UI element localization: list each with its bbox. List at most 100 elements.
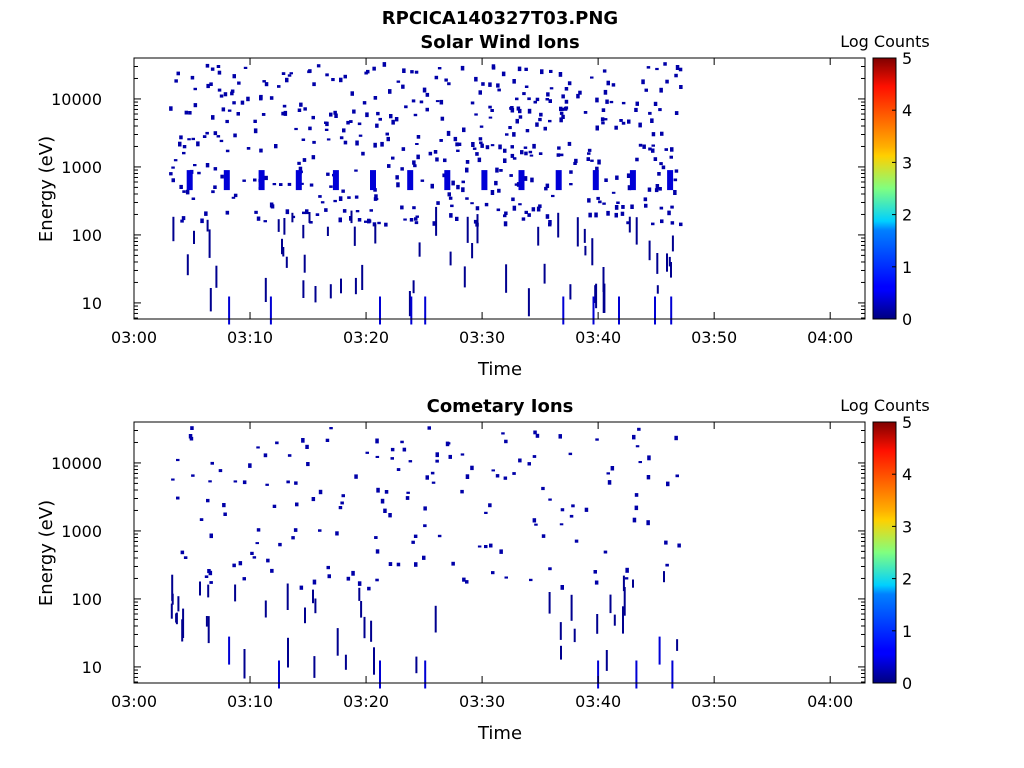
colorbar-tick-label: 4 bbox=[902, 101, 912, 120]
heatmap-cell bbox=[237, 81, 241, 85]
heatmap-cell bbox=[171, 166, 175, 169]
heatmap-cell bbox=[588, 212, 592, 218]
heatmap-cell bbox=[283, 110, 288, 116]
heatmap-cell bbox=[622, 575, 625, 592]
heatmap-cell bbox=[474, 76, 478, 82]
heatmap-cell bbox=[327, 574, 331, 579]
heatmap-cell bbox=[543, 126, 547, 131]
heatmap-cell bbox=[532, 455, 537, 458]
heatmap-cell bbox=[518, 108, 522, 114]
heatmap-cell bbox=[377, 221, 381, 225]
heatmap-cell bbox=[670, 147, 674, 152]
heatmap-cell bbox=[305, 209, 309, 215]
heatmap-cell bbox=[232, 101, 236, 105]
heatmap-cell bbox=[614, 212, 618, 218]
heatmap-cell bbox=[536, 206, 541, 212]
heatmap-cell bbox=[670, 262, 672, 278]
heatmap-cell bbox=[185, 189, 190, 195]
heatmap-cell bbox=[569, 183, 573, 186]
heatmap-cell bbox=[445, 441, 450, 447]
heatmap-cell bbox=[190, 426, 194, 430]
heatmap-cell bbox=[211, 190, 215, 194]
heatmap-cell bbox=[425, 107, 429, 112]
heatmap-cell bbox=[671, 660, 674, 689]
heatmap-cell bbox=[490, 109, 494, 112]
heatmap-cell bbox=[374, 194, 378, 198]
heatmap-cell bbox=[448, 196, 453, 200]
heatmap-cell bbox=[603, 89, 608, 95]
heatmap-cell bbox=[294, 481, 298, 485]
heatmap-cell bbox=[209, 82, 213, 86]
heatmap-cell bbox=[382, 62, 387, 67]
heatmap-cell bbox=[465, 580, 469, 584]
heatmap-cell bbox=[584, 507, 589, 512]
heatmap-cell bbox=[518, 115, 523, 119]
heatmap-cell bbox=[272, 504, 277, 508]
heatmap-cell bbox=[527, 97, 531, 101]
heatmap-cell bbox=[365, 451, 369, 454]
heatmap-cell bbox=[610, 466, 615, 471]
heatmap-cell bbox=[679, 222, 683, 227]
heatmap-cell bbox=[390, 447, 395, 452]
heatmap-cell bbox=[456, 149, 460, 152]
heatmap-cell bbox=[411, 99, 416, 103]
heatmap-cell bbox=[660, 131, 664, 136]
heatmap-cell bbox=[316, 64, 321, 68]
heatmap-cell bbox=[220, 174, 224, 179]
heatmap-cell bbox=[281, 111, 285, 116]
heatmap-cell bbox=[423, 506, 427, 511]
heatmap-cell bbox=[364, 220, 368, 223]
heatmap-cell bbox=[569, 170, 573, 174]
heatmap-cell bbox=[314, 286, 317, 303]
heatmap-cell bbox=[671, 235, 674, 252]
heatmap-cell bbox=[490, 190, 495, 195]
heatmap-cell bbox=[401, 84, 405, 89]
heatmap-cell bbox=[373, 96, 378, 100]
heatmap-cell bbox=[430, 183, 434, 189]
heatmap-cell bbox=[278, 660, 280, 689]
heatmap-cell bbox=[548, 99, 552, 103]
heatmap-cell bbox=[339, 77, 343, 83]
colorbar bbox=[872, 421, 897, 684]
heatmap-cell bbox=[263, 453, 268, 458]
solar-wind-panel: Solar Wind Ions Log Counts Time Energy (… bbox=[36, 32, 930, 380]
heatmap-cell bbox=[234, 584, 237, 602]
heatmap-cell bbox=[324, 208, 328, 212]
heatmap-cell bbox=[279, 183, 283, 186]
heatmap-cell bbox=[470, 465, 474, 471]
heatmap-cell bbox=[407, 170, 414, 191]
heatmap-cell bbox=[188, 111, 192, 115]
heatmap-cell bbox=[545, 183, 550, 188]
heatmap-cell bbox=[540, 69, 544, 75]
heatmap-cell bbox=[396, 80, 401, 83]
y-tick-label: 10 bbox=[82, 294, 102, 313]
heatmap-cell bbox=[561, 94, 565, 99]
heatmap-cell bbox=[355, 140, 359, 146]
heatmap-cell bbox=[583, 228, 586, 243]
heatmap-cell bbox=[648, 147, 652, 151]
heatmap-cell bbox=[400, 167, 404, 171]
heatmap-cell bbox=[373, 647, 375, 675]
x-tick-label: 03:30 bbox=[459, 328, 505, 347]
heatmap-cell bbox=[425, 92, 430, 97]
heatmap-cell bbox=[638, 143, 643, 147]
heatmap-cell bbox=[539, 112, 543, 117]
heatmap-cell bbox=[511, 197, 515, 202]
heatmap-cell bbox=[570, 594, 573, 621]
heatmap-cell bbox=[302, 280, 305, 298]
heatmap-cell bbox=[408, 291, 411, 317]
heatmap-cell bbox=[679, 85, 683, 89]
heatmap-cell bbox=[491, 64, 496, 69]
heatmap-cell bbox=[591, 238, 594, 266]
heatmap-cell bbox=[659, 87, 663, 93]
heatmap-cell bbox=[451, 180, 455, 186]
heatmap-cell bbox=[559, 111, 564, 115]
heatmap-cell bbox=[318, 195, 322, 198]
heatmap-cell bbox=[373, 197, 378, 201]
heatmap-cell bbox=[274, 144, 278, 149]
heatmap-cell bbox=[333, 110, 337, 115]
heatmap-cell bbox=[670, 296, 673, 325]
heatmap-cell bbox=[269, 202, 274, 208]
heatmap-cell bbox=[246, 96, 250, 102]
